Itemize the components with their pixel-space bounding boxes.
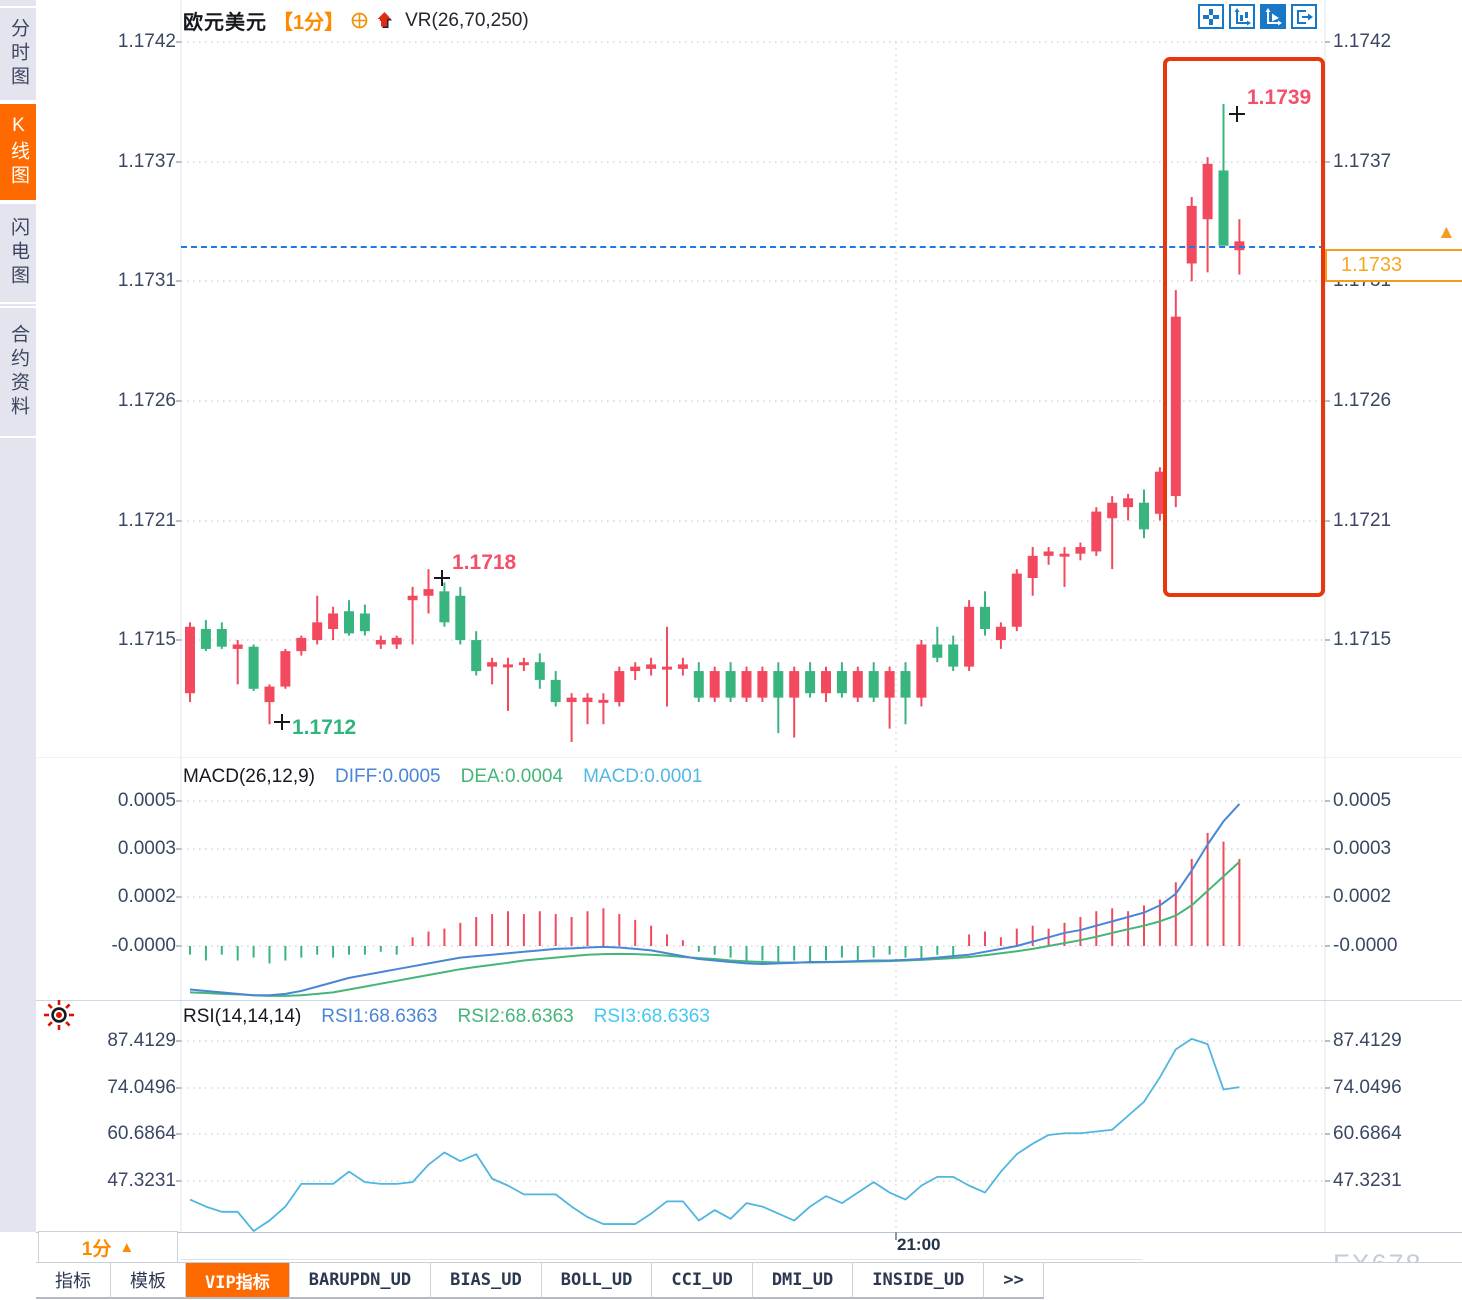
bottom-tab-bias-ud[interactable]: BIAS_UD <box>431 1263 542 1299</box>
rsi-axis-label-left-3: 47.3231 <box>107 1170 176 1191</box>
axis-candle-view-button[interactable] <box>1229 4 1255 29</box>
bottom-tab-inside-ud[interactable]: INSIDE_UD <box>853 1263 985 1299</box>
price-axis-label-right-4: 1.1721 <box>1333 510 1392 531</box>
macd-axis-label-right-0: 0.0005 <box>1333 790 1392 811</box>
sidebar-item-1[interactable]: K线图 <box>0 102 36 202</box>
price-axis-label-right-5: 1.1715 <box>1333 629 1392 650</box>
rsi3-value: RSI3:68.6363 <box>593 1006 710 1027</box>
chart-toolbar <box>1198 4 1317 29</box>
rsi-axis-label-right-0: 87.4129 <box>1333 1030 1402 1051</box>
high-cross-marker <box>1229 106 1245 122</box>
target-circle-icon[interactable] <box>350 11 369 30</box>
axis-play-view-button[interactable] <box>1260 4 1286 29</box>
macd-axis-label-right-2: 0.0002 <box>1333 886 1392 907</box>
macd-axis-label-left-1: 0.0003 <box>117 838 176 859</box>
rsi-axis-label-right-1: 74.0496 <box>1333 1077 1402 1098</box>
price-axis-label-right-1: 1.1737 <box>1333 151 1392 172</box>
sidebar-item-2[interactable]: 闪电图 <box>0 202 36 304</box>
macd-axis-label-right-1: 0.0003 <box>1333 838 1392 859</box>
interval-badge: 【1分】 <box>273 12 345 34</box>
bottom-tab-模板[interactable]: 模板 <box>111 1263 186 1299</box>
chart-title-row: 欧元美元 【1分】 VR(26,70,250) <box>183 6 529 35</box>
bottom-tab-barupdn-ud[interactable]: BARUPDN_UD <box>289 1263 432 1299</box>
price-axis-label-right-3: 1.1726 <box>1333 390 1392 411</box>
swing-low-annotation: 1.1712 <box>292 716 357 739</box>
macd-name: MACD(26,12,9) <box>183 766 315 787</box>
current-price-tag: 1.1733 <box>1325 249 1462 282</box>
up-arrow-icon[interactable] <box>375 10 395 32</box>
rsi-name: RSI(14,14,14) <box>183 1006 302 1027</box>
time-axis-label: 21:00 <box>897 1235 941 1254</box>
bottom-tab-指标[interactable]: 指标 <box>36 1263 111 1299</box>
bottom-tab-vip指标[interactable]: VIP指标 <box>186 1263 290 1299</box>
rsi-axis-label-right-2: 60.6864 <box>1333 1123 1402 1144</box>
sidebar-item-0[interactable]: 分时图 <box>0 6 36 102</box>
bottom-tab->>[interactable]: >> <box>984 1263 1044 1299</box>
symbol-name: 欧元美元 <box>183 12 267 34</box>
exit-right-button[interactable] <box>1291 4 1317 29</box>
high-price-annotation: 1.1739 <box>1247 86 1312 109</box>
price-axis-label-left-0: 1.1742 <box>117 31 176 52</box>
price-axis-label-left-3: 1.1726 <box>117 390 176 411</box>
rsi-axis-label-left-1: 74.0496 <box>107 1077 176 1098</box>
bottom-tab-dmi-ud[interactable]: DMI_UD <box>752 1263 854 1299</box>
interval-label: 1分 <box>81 1238 112 1260</box>
alert-sun-icon[interactable] <box>42 998 76 1032</box>
price-up-arrow-icon: ▲ <box>1437 222 1456 243</box>
price-axis-label-left-2: 1.1731 <box>117 270 176 291</box>
macd-axis-label-left-0: 0.0005 <box>117 790 176 811</box>
macd-axis-label-left-2: 0.0002 <box>117 886 176 907</box>
sidebar-item-3[interactable]: 合约资料 <box>0 306 36 438</box>
chart-type-sidebar: 分时图 K线图闪电图合约资料 <box>0 0 36 1232</box>
rsi-axis-label-right-3: 47.3231 <box>1333 1170 1402 1191</box>
sidebar-item-label: K线图 <box>8 115 29 189</box>
macd-axis-label-right-3: -0.0000 <box>1333 935 1398 956</box>
triangle-up-icon: ▲ <box>119 1238 135 1256</box>
sidebar-item-label: 分时图 <box>8 18 29 90</box>
interval-selector[interactable]: 1分 ▲ <box>38 1231 178 1263</box>
macd-macd-value: MACD:0.0001 <box>583 766 703 787</box>
rsi1-value: RSI1:68.6363 <box>321 1006 438 1027</box>
vr-indicator-label: VR(26,70,250) <box>405 9 529 31</box>
price-axis-label-right-0: 1.1742 <box>1333 31 1392 52</box>
rsi-axis-label-left-0: 87.4129 <box>107 1030 176 1051</box>
price-axis-label-left-4: 1.1721 <box>117 510 176 531</box>
rsi-axis-label-left-2: 60.6864 <box>107 1123 176 1144</box>
bottom-tab-cci-ud[interactable]: CCI_UD <box>652 1263 753 1299</box>
pan-tool-button[interactable] <box>1198 4 1224 29</box>
price-axis-label-left-1: 1.1737 <box>117 151 176 172</box>
swing-low-cross-marker <box>274 714 290 730</box>
sidebar-item-label: 闪电图 <box>8 217 29 289</box>
chart-plot-area[interactable] <box>181 0 1325 1232</box>
rsi2-value: RSI2:68.6363 <box>457 1006 574 1027</box>
indicator-tab-bar: 指标 模板 VIP指标 BARUPDN_UD BIAS_UD BOLL_UD CCI_UD D… <box>36 1262 1462 1299</box>
swing-high-annotation: 1.1718 <box>452 551 517 574</box>
macd-header: MACD(26,12,9) DIFF:0.0005 DEA:0.0004 MAC… <box>183 766 702 788</box>
macd-dea-value: DEA:0.0004 <box>460 766 564 787</box>
last-price-dashed-line <box>181 246 1325 248</box>
macd-diff-value: DIFF:0.0005 <box>335 766 441 787</box>
swing-high-cross-marker <box>434 570 450 586</box>
macd-axis-label-left-3: -0.0000 <box>111 935 176 956</box>
sidebar-item-label: 合约资料 <box>8 324 29 420</box>
rsi-header: RSI(14,14,14) RSI1:68.6363 RSI2:68.6363 … <box>183 1006 710 1028</box>
price-axis-label-left-5: 1.1715 <box>117 629 176 650</box>
bottom-tab-boll-ud[interactable]: BOLL_UD <box>541 1263 653 1299</box>
